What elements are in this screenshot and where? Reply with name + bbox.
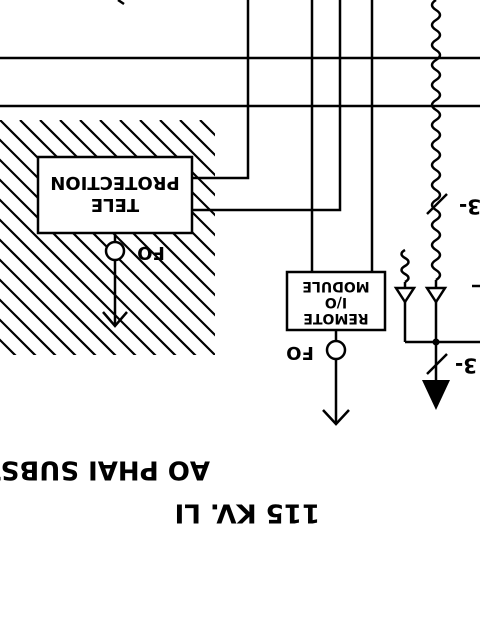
ground-arrow (422, 380, 450, 410)
signal-lines (192, 0, 374, 272)
tele-protection-label-line1: TELE (91, 194, 139, 215)
substation-name: AO PHAI SUBSTA (0, 455, 210, 485)
top-mark (117, 0, 125, 6)
bus-lines (0, 56, 480, 108)
junction-dot (432, 338, 440, 346)
remote-io-label-line3: MODULE (302, 278, 369, 294)
tele-protection-label-line2: PROTECTION (50, 172, 179, 193)
tele-fo-connector (102, 233, 128, 328)
remote-io-label-line2: I/O (325, 294, 347, 310)
tele-protection-box: TELE PROTECTION (36, 155, 194, 235)
voltage-tag-upper: 3- (459, 195, 480, 219)
remote-fo-connector (322, 330, 350, 426)
voltage-tag-lower: 3- (455, 354, 477, 378)
remote-io-label-line1: REMOTE (303, 310, 368, 326)
tele-fo-label: FO (137, 242, 165, 263)
line-rating: 115 KV. LI (175, 498, 320, 528)
remote-fo-label: FO (286, 342, 314, 363)
remote-io-box: REMOTE I/O MODULE (285, 270, 387, 332)
